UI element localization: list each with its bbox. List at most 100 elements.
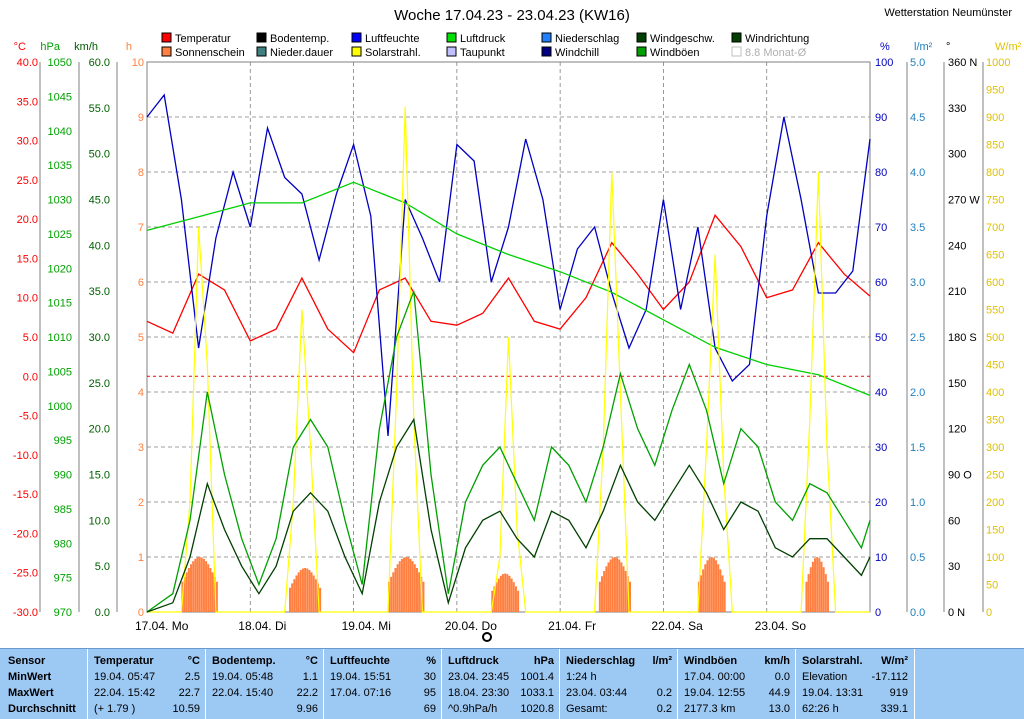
axis-unit-left: hPa: [40, 41, 60, 53]
axis-tick-label-right: 90 O: [948, 470, 972, 482]
table-separator: [323, 649, 324, 719]
axis-tick-label-right: 0.5: [910, 552, 925, 564]
axis-tick-label-right: 4.0: [910, 167, 925, 179]
axis-tick-label-left: 6: [138, 277, 144, 289]
table-header: Luftfeuchte: [330, 655, 390, 667]
table-header: Sensor: [8, 655, 46, 667]
axis-tick-label-left: 1005: [48, 366, 72, 378]
grid: [147, 62, 870, 612]
axis-tick-label-left: 975: [54, 573, 72, 585]
legend-swatch: [351, 32, 362, 43]
sunshine-bar: [704, 564, 707, 612]
legend-label: Temperatur: [175, 33, 231, 45]
series-line: [146, 93, 871, 437]
legend-label: Windchill: [555, 47, 599, 59]
legend-swatch: [446, 32, 457, 43]
sunshine-bar: [816, 557, 819, 612]
table-column: Luftfeuchte% 19.04. 15:51 30 17.04. 07:16 95…: [326, 649, 442, 719]
axis-tick-label-right: 0: [875, 607, 881, 619]
sunshine-bar: [814, 558, 817, 612]
table-cell-label: 18.04. 23:30: [448, 687, 510, 699]
sunshine-bar: [310, 572, 313, 612]
axis-tick-label-right: 330: [948, 103, 966, 115]
axis-tick-label-left: 15.0: [89, 470, 110, 482]
table-cell-value: 919: [889, 687, 908, 699]
sunshine-bar: [613, 557, 616, 612]
sunshine-bar: [293, 579, 296, 612]
axis-tick-label-left: -25.0: [13, 568, 38, 580]
sunshine-bar: [411, 561, 414, 612]
table-header-unit: km/h: [764, 655, 790, 667]
sunshine-bar: [192, 561, 195, 612]
sunshine-bar: [717, 564, 720, 612]
stats-table: Sensor MinWert MaxWert Durchschnitt Temperat…: [0, 648, 1024, 719]
axis-tick-label-left: -20.0: [13, 528, 38, 540]
chart-title: Woche 17.04.23 - 23.04.23 (KW16): [394, 7, 630, 24]
axis-tick-label-left: 15.0: [17, 253, 38, 265]
table-cell-label: 19.04. 05:47: [94, 671, 156, 683]
axis-tick-label-right: 550: [986, 305, 1004, 317]
table-cell-value: 22.7: [178, 687, 200, 699]
table-cell-label: 19.04. 12:55: [684, 687, 746, 699]
sunshine-bar: [396, 564, 399, 612]
table-cell-value: 1.1: [302, 671, 318, 683]
x-tick-label: 22.04. Sa: [651, 619, 703, 633]
sunshine-bar: [319, 587, 322, 612]
sunshine-bar: [392, 572, 395, 612]
series-line: [146, 181, 871, 397]
sunshine-bar: [400, 558, 403, 612]
axis-tick-label-right: 3.0: [910, 277, 925, 289]
table-header: Luftdruck: [448, 655, 499, 667]
sunshine-bar: [301, 568, 304, 612]
axis-tick-label-left: 1000: [48, 401, 72, 413]
sunshine-bar: [605, 566, 608, 612]
series-lines: [146, 93, 871, 613]
axis-tick-label-left: 1040: [48, 126, 72, 138]
sunshine-bar: [308, 569, 311, 612]
axis-tick-label-right: 600: [986, 277, 1004, 289]
axis-tick-label-left: 980: [54, 538, 72, 550]
sunshine-bar: [187, 567, 190, 612]
axis-tick-label-right: 900: [986, 112, 1004, 124]
axis-tick-label-right: 270 W: [948, 195, 980, 207]
table-cell-value: 1033.1: [520, 687, 554, 699]
axis-tick-label-right: 80: [875, 167, 887, 179]
sunshine-bar: [818, 558, 821, 612]
table-column: Sensor MinWert MaxWert Durchschnitt: [4, 649, 84, 719]
axis-unit-right: l/m²: [914, 41, 933, 53]
sunshine-bar: [415, 567, 418, 612]
axis-tick-label-left: 35.0: [17, 96, 38, 108]
sunshine-bar: [289, 587, 292, 612]
sunshine-bar: [314, 579, 317, 612]
sunshine-bar: [517, 590, 520, 612]
legend-swatch: [541, 46, 552, 57]
legend-swatch: [731, 32, 742, 43]
x-tick-label: 20.04. Do: [445, 619, 497, 633]
sunshine-bar: [702, 569, 705, 612]
sunshine-bar: [826, 581, 829, 612]
sunshine-bar: [190, 564, 193, 612]
table-cell-label: 1:24 h: [566, 671, 597, 683]
sunshine-bar: [493, 586, 496, 612]
axis-tick-label-left: 1010: [48, 332, 72, 344]
legend-label: Nieder.dauer: [270, 47, 333, 59]
axis-tick-label-left: 5.0: [95, 561, 110, 573]
axis-tick-label-left: 20.0: [89, 424, 110, 436]
sunshine-bar: [398, 561, 401, 612]
sunshine-bar: [198, 557, 201, 612]
table-cell-label: 19.04. 13:31: [802, 687, 864, 699]
axis-tick-label-left: 1050: [48, 57, 72, 69]
axis-tick-label-left: 50.0: [89, 149, 110, 161]
axis-tick-label-left: 10.0: [89, 515, 110, 527]
axis-tick-label-right: 750: [986, 195, 1004, 207]
axis-tick-label-right: 20: [875, 497, 887, 509]
legend-label: Niederschlag: [555, 33, 619, 45]
table-cell-value: 2.5: [184, 671, 200, 683]
table-header-unit: %: [426, 655, 436, 667]
table-cell-label: 22.04. 15:40: [212, 687, 274, 699]
axis-tick-label-right: 70: [875, 222, 887, 234]
axis-tick-label-left: 10: [132, 57, 144, 69]
sunshine-bar: [291, 583, 294, 612]
axis-tick-label-right: 0 N: [948, 607, 965, 619]
table-separator: [677, 649, 678, 719]
